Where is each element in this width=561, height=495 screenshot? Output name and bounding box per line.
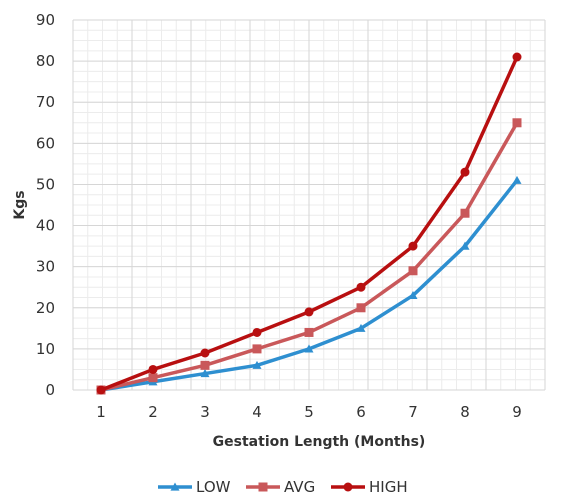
y-tick-label: 50: [36, 175, 55, 193]
legend-marker-avg: [258, 482, 268, 492]
data-point-high: [252, 327, 262, 337]
legend-item-high: HIGH: [331, 478, 408, 495]
data-point-avg: [200, 360, 210, 370]
x-tick-label: 3: [200, 403, 210, 421]
x-tick-label: 7: [408, 403, 418, 421]
data-point-high: [96, 385, 106, 395]
legend-marker-low: [170, 482, 180, 491]
x-tick-label: 9: [512, 403, 522, 421]
data-point-high: [408, 241, 418, 251]
x-tick-label: 2: [148, 403, 158, 421]
y-tick-label: 20: [36, 299, 55, 317]
data-point-avg: [408, 266, 418, 276]
x-tick-label: 5: [304, 403, 314, 421]
data-point-high: [460, 167, 470, 177]
grid: [72, 19, 546, 391]
y-tick-label: 70: [36, 93, 55, 111]
y-tick-label: 10: [36, 340, 55, 358]
data-point-high: [356, 282, 366, 292]
legend-label-high: HIGH: [369, 478, 408, 495]
y-tick-label: 60: [36, 134, 55, 152]
x-tick-label: 8: [460, 403, 470, 421]
legend-label-low: LOW: [196, 478, 231, 495]
data-point-high: [148, 364, 158, 374]
legend-label-avg: AVG: [284, 478, 315, 495]
y-tick-label: 30: [36, 258, 55, 276]
data-point-low: [304, 344, 314, 353]
data-point-avg: [356, 303, 366, 313]
data-point-low: [252, 360, 262, 369]
data-point-avg: [460, 208, 470, 218]
y-tick-label: 0: [45, 381, 55, 399]
data-point-high: [304, 307, 314, 317]
data-point-avg: [252, 344, 262, 354]
data-point-high: [512, 52, 522, 62]
data-point-high: [200, 348, 210, 358]
data-point-avg: [304, 327, 314, 337]
data-point-low: [512, 175, 522, 184]
legend: LOW AVG HIGH: [158, 478, 408, 495]
y-tick-label: 80: [36, 52, 55, 70]
y-axis-title: Kgs: [12, 190, 28, 219]
data-point-low: [356, 323, 366, 332]
x-axis-title: Gestation Length (Months): [213, 434, 426, 450]
legend-item-low: LOW: [158, 478, 231, 495]
data-point-avg: [512, 118, 522, 128]
legend-item-avg: AVG: [246, 478, 315, 495]
data-point-low: [200, 369, 210, 378]
data-point-low: [460, 241, 470, 250]
x-tick-label: 4: [252, 403, 262, 421]
data-point-low: [408, 290, 418, 300]
data-point-avg: [148, 373, 158, 383]
legend-marker-high: [343, 482, 353, 492]
series-high: [96, 52, 522, 395]
x-tick-label: 1: [96, 403, 106, 421]
y-tick-label: 40: [36, 217, 55, 235]
x-tick-label: 6: [356, 403, 366, 421]
axes: 0 10 20 30 40 50 60 70 80 90 1 2 3 4 5 6 7 8 9: [36, 11, 522, 421]
series: [96, 52, 522, 395]
y-tick-label: 90: [36, 11, 55, 29]
